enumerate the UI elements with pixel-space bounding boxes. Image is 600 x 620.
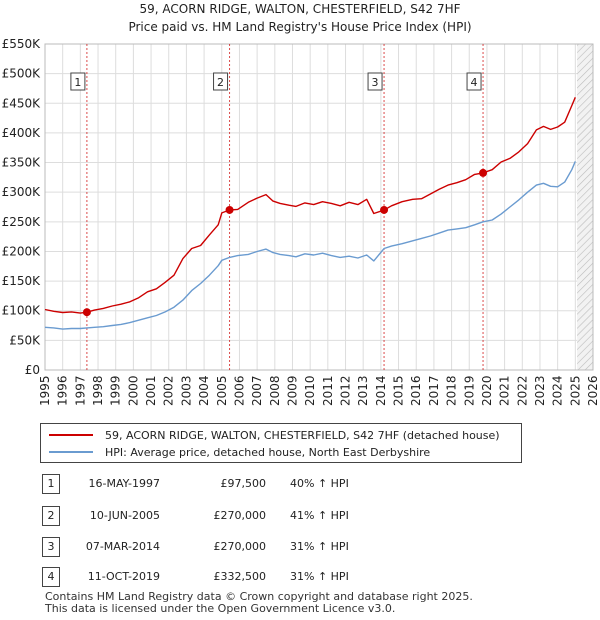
footer-attribution: Contains HM Land Registry data © Crown c… [45,591,473,615]
x-tick-label: 2004 [197,375,211,406]
x-tick-label: 2024 [551,375,565,406]
transaction-marker [380,205,389,214]
y-tick-label: £0 [25,363,40,377]
transaction-date: 10-JUN-2005 [89,509,160,522]
transaction-box-label: 4 [471,76,478,89]
x-tick-label: 2025 [568,375,582,406]
legend-label-hpi: HPI: Average price, detached house, Nort… [105,445,431,459]
legend-swatch-property [49,434,93,436]
x-tick-label: 2009 [285,375,299,406]
x-tick-label: 2007 [250,375,264,406]
y-tick-label: £350K [2,156,42,170]
transaction-hpi: 31% ↑ HPI [290,570,349,583]
transaction-box [466,72,482,91]
price-chart: £0 £50K £100K £150K £200K £250K £300K £350K £400… [2,37,600,406]
x-tick-label: 2008 [268,375,282,406]
x-tick-label: 2013 [356,375,370,406]
transaction-date: 07-MAR-2014 [85,540,160,553]
transaction-price: £270,000 [213,509,267,522]
y-tick-label: £450K [2,96,42,110]
x-tick-label: 2020 [480,375,494,406]
hpi-line [44,161,576,330]
y-tick-label: £550K [2,37,42,51]
y-tick-label: £300K [2,185,42,199]
table-row: 4 11-OCT-2019 £332,500 31% ↑ HPI [0,567,600,587]
x-tick-label: 2017 [427,375,441,406]
footer-line: Contains HM Land Registry data © Crown c… [45,590,473,603]
y-tick-label: £50K [9,333,41,347]
x-tick-label: 2018 [445,375,459,406]
transaction-box-label: 2 [217,76,224,89]
chart-subtitle: Price paid vs. HM Land Registry's House … [128,20,472,34]
transaction-box [70,72,86,91]
table-row: 2 10-JUN-2005 £270,000 41% ↑ HPI [0,506,600,526]
footer-line: This data is licensed under the Open Gov… [45,602,396,615]
y-tick-label: £250K [2,215,42,229]
x-tick-label: 2023 [533,375,547,406]
transaction-price: £270,000 [213,540,267,553]
x-tick-label: 2003 [179,375,193,406]
transaction-badge: 2 [42,506,60,526]
plot-area [45,44,593,370]
y-tick-label: £150K [2,274,42,288]
y-tick-label: £200K [2,244,42,258]
x-tick-label: 1996 [56,375,70,406]
transaction-date: 11-OCT-2019 [87,570,160,583]
x-tick-label: 2012 [339,375,353,406]
x-tick-label: 2022 [515,375,529,406]
x-tick-label: 2026 [586,375,600,406]
property-price-line [44,97,576,314]
x-tick-label: 2010 [303,375,317,406]
forecast-hatch [577,44,593,370]
transaction-badge: 3 [42,537,60,557]
transaction-box [213,72,229,91]
x-tick-label: 1997 [73,375,87,406]
x-tick-label: 2001 [144,375,158,406]
transaction-box-label: 3 [372,76,379,89]
transaction-hpi: 41% ↑ HPI [290,509,349,522]
x-tick-label: 2000 [126,375,140,406]
transaction-badge: 1 [42,474,60,494]
x-tick-label: 2014 [374,375,388,406]
y-tick-label: £400K [2,126,42,140]
transaction-price: £97,500 [220,477,267,490]
transaction-price: £332,500 [213,570,267,583]
transaction-box [367,72,383,91]
transaction-marker [82,308,91,317]
transaction-hpi: 40% ↑ HPI [290,477,349,490]
y-tick-label: £100K [2,304,42,318]
x-tick-label: 2005 [215,375,229,406]
transaction-badge: 4 [42,567,60,587]
plot-frame [44,43,594,371]
transaction-date: 16-MAY-1997 [88,477,160,490]
legend-item-property: 59, ACORN RIDGE, WALTON, CHESTERFIELD, S… [49,427,500,443]
legend-swatch-hpi [49,451,93,453]
table-row: 1 16-MAY-1997 £97,500 40% ↑ HPI [0,474,600,494]
transaction-hpi: 31% ↑ HPI [290,540,349,553]
table-row: 3 07-MAR-2014 £270,000 31% ↑ HPI [0,537,600,557]
x-tick-label: 1998 [91,375,105,406]
transaction-marker [225,205,234,214]
transaction-marker [479,168,488,177]
x-tick-label: 2016 [409,375,423,406]
x-tick-label: 2015 [392,375,406,406]
transaction-box-label: 1 [74,76,81,89]
legend-label-property: 59, ACORN RIDGE, WALTON, CHESTERFIELD, S… [105,428,500,442]
chart-title-address: 59, ACORN RIDGE, WALTON, CHESTERFIELD, S… [139,2,461,16]
x-tick-label: 2021 [498,375,512,406]
legend-item-hpi: HPI: Average price, detached house, Nort… [49,444,430,460]
x-tick-label: 1995 [38,375,52,406]
x-tick-label: 1999 [109,375,123,406]
x-tick-label: 2002 [162,375,176,406]
x-tick-label: 2011 [321,375,335,406]
y-tick-label: £500K [2,67,42,81]
x-tick-label: 2006 [232,375,246,406]
x-tick-label: 2019 [462,375,476,406]
chart-legend: 59, ACORN RIDGE, WALTON, CHESTERFIELD, S… [40,423,522,463]
